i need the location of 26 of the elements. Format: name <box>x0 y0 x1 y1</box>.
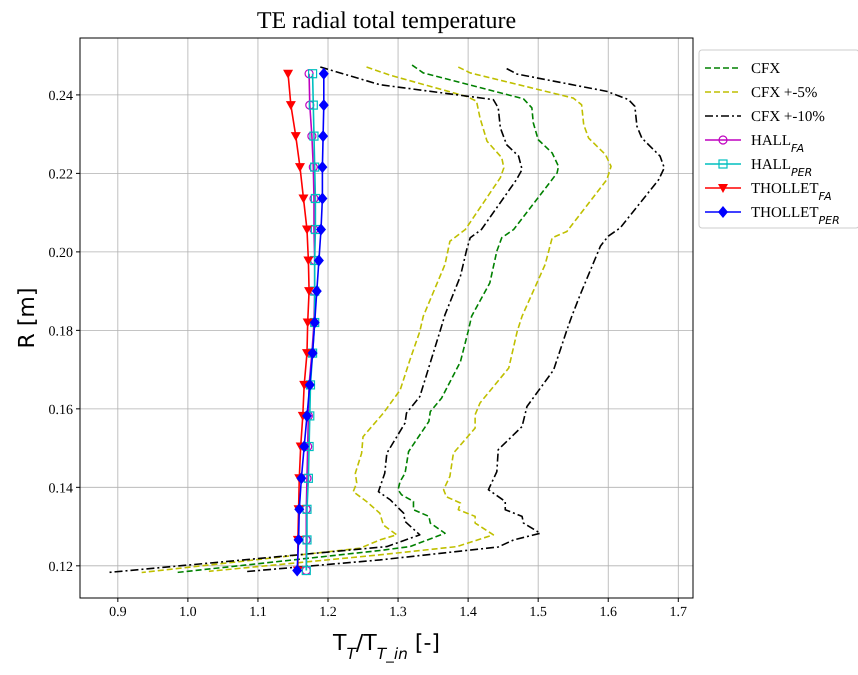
y-axis-title: R [m] <box>15 288 40 348</box>
legend-label: CFX <box>751 61 780 77</box>
legend-label: THOLLET$_{PER}$ <box>751 205 840 226</box>
x-tick-label: 1.3 <box>389 605 407 620</box>
y-tick-label: 0.24 <box>48 88 73 104</box>
y-tick-label: 0.20 <box>48 246 73 261</box>
x-tick-label: 1.7 <box>670 605 688 620</box>
y-tick-label: 0.14 <box>48 481 73 496</box>
x-tick-label: 1.0 <box>179 605 197 620</box>
y-tick-label: 0.12 <box>48 560 73 575</box>
legend-label: HALL$_{FA}$ <box>751 133 804 154</box>
x-tick-label: 1.1 <box>249 605 267 620</box>
legend-label: CFX +-10% <box>751 109 825 125</box>
y-tick-label: 0.22 <box>48 167 73 182</box>
x-tick-label: 0.9 <box>109 605 127 620</box>
legend-label: THOLLET$_{FA}$ <box>751 181 832 202</box>
x-tick-label: 1.6 <box>599 605 617 620</box>
y-tick-label: 0.16 <box>48 402 73 418</box>
x-tick-label: 1.2 <box>319 605 337 620</box>
y-tick-label: 0.18 <box>48 324 73 340</box>
x-tick-label: 1.5 <box>529 605 547 620</box>
legend-label: HALL$_{PER}$ <box>751 157 812 178</box>
chart-title: TE radial total temperature <box>256 8 516 34</box>
x-axis-title: T$_{T}$/T$_{T_in}$ [-] <box>332 631 440 663</box>
x-tick-label: 1.4 <box>459 605 477 620</box>
legend-label: CFX +-5% <box>751 85 818 101</box>
